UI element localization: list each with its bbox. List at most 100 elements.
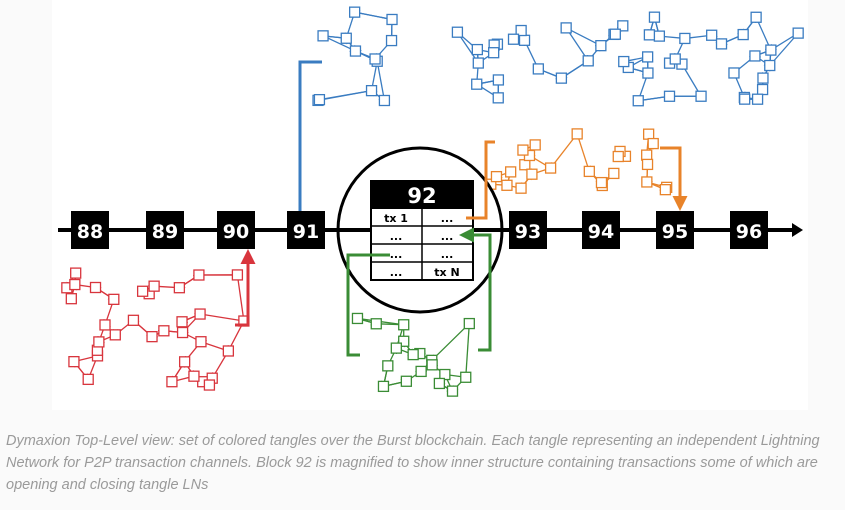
tangle-95 bbox=[485, 128, 673, 196]
tangle-node bbox=[426, 359, 438, 371]
tangle-node bbox=[369, 53, 381, 65]
tangle-node bbox=[632, 95, 644, 107]
tangle-edge bbox=[576, 133, 591, 173]
tangle-92 bbox=[351, 312, 475, 397]
tangle-node bbox=[340, 32, 352, 44]
tangle-node bbox=[460, 371, 472, 383]
block-label: 93 bbox=[515, 221, 541, 243]
blockchain-tangle-diagram: 88 89 90 91 93 94 95 96 92 tx 1................… bbox=[58, 6, 804, 397]
tangle-edge bbox=[430, 323, 470, 362]
tx-cell: ... bbox=[390, 248, 403, 261]
tangle-connector bbox=[346, 253, 390, 357]
block-label: 94 bbox=[588, 221, 614, 243]
tangle-node bbox=[765, 44, 777, 56]
tangle-node bbox=[583, 165, 595, 178]
tangle-node bbox=[544, 162, 557, 174]
tangle-node bbox=[679, 32, 691, 45]
figure-caption: Dymaxion Top-Level view: set of colored … bbox=[6, 433, 820, 493]
tangle-node bbox=[641, 176, 653, 188]
tangle-node bbox=[756, 83, 769, 96]
tangle-node bbox=[737, 28, 749, 41]
tangle-node bbox=[617, 20, 629, 32]
tangle-node bbox=[490, 170, 503, 183]
tangle-node bbox=[146, 331, 158, 343]
block-label: 89 bbox=[152, 221, 178, 243]
tangle-node bbox=[472, 57, 484, 69]
tangle-node bbox=[518, 34, 531, 46]
tx-cell: tx 1 bbox=[384, 212, 408, 225]
block-90: 90 bbox=[217, 211, 255, 249]
tangle-edge bbox=[374, 59, 386, 101]
tangle-node bbox=[618, 55, 630, 68]
tangle-node bbox=[398, 319, 410, 331]
tangle-node bbox=[647, 137, 659, 150]
tangle-node bbox=[515, 182, 527, 194]
tangle-node bbox=[608, 167, 620, 180]
tangle-node bbox=[188, 370, 200, 382]
tangle-node bbox=[641, 149, 653, 161]
tangle-node bbox=[643, 29, 656, 41]
block-93: 93 bbox=[509, 211, 547, 249]
tangle-node bbox=[648, 11, 661, 23]
tx-cell: ... bbox=[441, 212, 454, 225]
tangle-node bbox=[749, 50, 761, 62]
tangle-90 bbox=[61, 267, 250, 391]
block-89: 89 bbox=[146, 211, 184, 249]
tangle-node bbox=[193, 269, 205, 281]
tangle-node bbox=[313, 93, 326, 106]
tangle-node bbox=[195, 336, 207, 348]
block-label: 90 bbox=[223, 221, 249, 243]
tangle-node bbox=[612, 150, 624, 163]
tangle-node bbox=[178, 356, 191, 368]
tangle-node bbox=[390, 342, 402, 354]
tangle-node bbox=[792, 27, 804, 39]
tx-cell: ... bbox=[390, 266, 403, 279]
tangle-node bbox=[609, 28, 621, 40]
tangle-node bbox=[642, 67, 654, 79]
tangle-node bbox=[386, 13, 398, 26]
tangle-node bbox=[378, 94, 391, 107]
block-92-label: 92 bbox=[407, 184, 436, 208]
tangle-node bbox=[158, 325, 170, 337]
tangle-edge bbox=[565, 27, 603, 47]
tangle-node bbox=[471, 43, 483, 56]
tangle-node bbox=[370, 318, 382, 330]
tx-cell: ... bbox=[441, 230, 454, 243]
tangle-node bbox=[642, 128, 655, 140]
tangle-edge bbox=[462, 323, 470, 379]
block-92-table: 92 tx 1.................. tx N bbox=[370, 180, 474, 281]
tangle-node bbox=[415, 365, 427, 378]
tangle-node bbox=[173, 282, 186, 294]
tangle-node bbox=[507, 33, 520, 45]
tangle-node bbox=[108, 293, 120, 305]
block-95: 95 bbox=[656, 211, 694, 249]
tangle-node bbox=[517, 144, 529, 156]
tangle-node bbox=[669, 53, 681, 65]
tangle-edge bbox=[319, 88, 373, 101]
block-91: 91 bbox=[287, 211, 325, 249]
block-94: 94 bbox=[582, 211, 620, 249]
tangle-node bbox=[385, 34, 398, 47]
tangle-node bbox=[653, 30, 666, 42]
tangle-node bbox=[715, 38, 728, 50]
tangle-node bbox=[659, 184, 672, 196]
block-label: 91 bbox=[293, 221, 319, 243]
tangle-node bbox=[99, 319, 111, 331]
tangle-node bbox=[515, 24, 527, 37]
tangle-node bbox=[560, 22, 572, 34]
tangle-node bbox=[492, 92, 504, 104]
tx-cell: ... bbox=[441, 248, 454, 261]
tangle-node bbox=[176, 326, 189, 339]
tangle-edge bbox=[198, 311, 244, 322]
tangle-node bbox=[68, 356, 80, 368]
tangle-node bbox=[728, 67, 740, 79]
tangle-node bbox=[377, 380, 390, 393]
tangle-node bbox=[349, 45, 362, 57]
tangle-node bbox=[349, 6, 361, 18]
tx-cell: tx N bbox=[434, 266, 459, 279]
tangle-node bbox=[65, 293, 77, 305]
tangle-node bbox=[70, 267, 82, 279]
tangle-node bbox=[641, 51, 654, 63]
tangle-node bbox=[136, 285, 149, 297]
tangle-edge bbox=[354, 11, 394, 22]
